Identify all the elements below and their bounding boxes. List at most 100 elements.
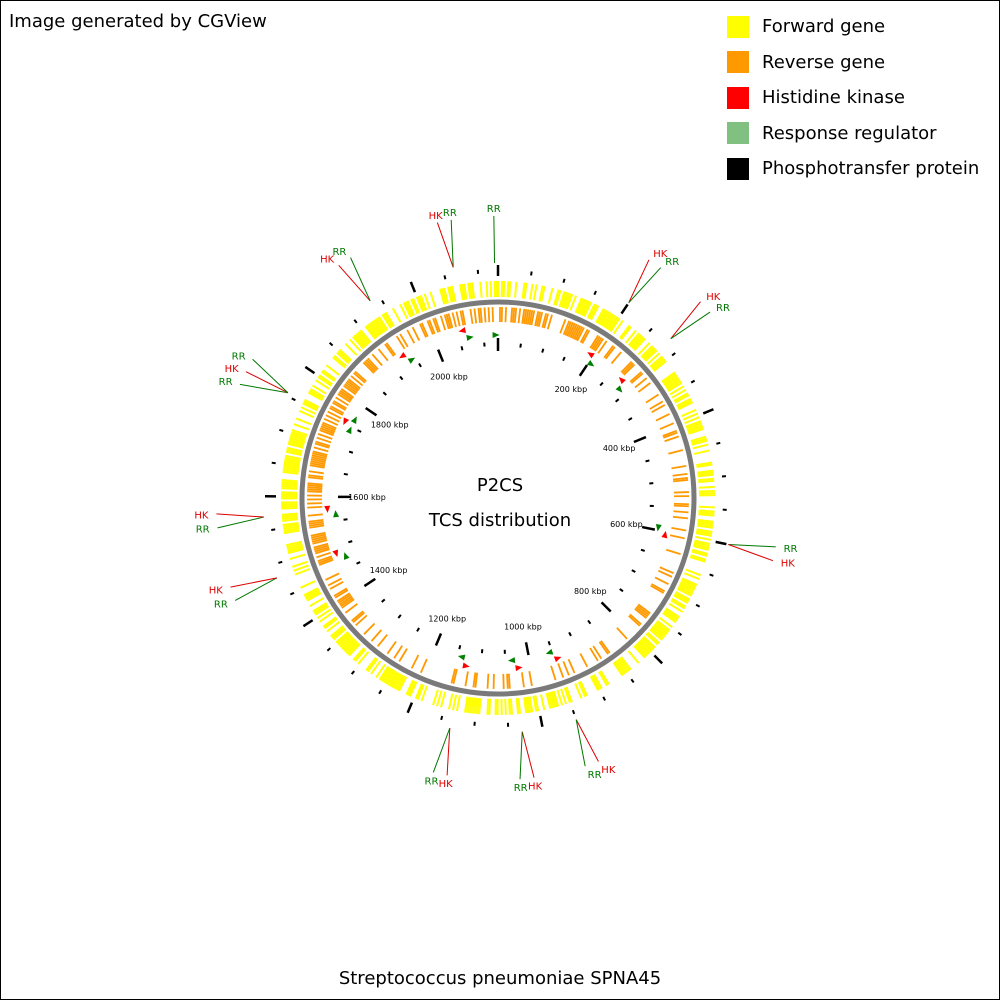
forward-gene-track bbox=[280, 280, 715, 716]
reverse-gene-mark bbox=[354, 370, 367, 382]
reverse-gene-mark bbox=[311, 454, 327, 460]
forward-gene-mark bbox=[609, 317, 621, 333]
forward-gene-mark bbox=[281, 505, 298, 508]
reverse-gene-mark bbox=[472, 672, 477, 688]
forward-gene-mark bbox=[370, 660, 382, 675]
forward-gene-mark bbox=[618, 657, 631, 672]
rr-callout-label: RR bbox=[232, 351, 246, 362]
reverse-gene-mark bbox=[345, 381, 359, 393]
reverse-gene-mark bbox=[347, 378, 361, 390]
backbone-ring bbox=[299, 299, 697, 697]
forward-gene-mark bbox=[306, 592, 322, 602]
forward-gene-mark bbox=[634, 643, 648, 657]
forward-gene-mark bbox=[673, 392, 689, 402]
rr-callout-label: RR bbox=[214, 599, 228, 610]
hk-marker bbox=[343, 417, 350, 425]
forward-gene-mark bbox=[521, 282, 526, 299]
outer-tick bbox=[328, 342, 334, 347]
forward-gene-mark bbox=[382, 667, 393, 683]
forward-gene-mark bbox=[356, 332, 369, 346]
rr-leader-line bbox=[217, 516, 264, 529]
reverse-gene-mark bbox=[610, 351, 622, 365]
hk-callout-label: HK bbox=[209, 586, 224, 597]
reverse-gene-mark bbox=[312, 450, 328, 456]
forward-gene-mark bbox=[698, 509, 715, 513]
forward-gene-mark bbox=[376, 317, 387, 332]
forward-gene-mark bbox=[319, 611, 334, 623]
forward-gene-mark bbox=[696, 528, 713, 533]
forward-gene-mark bbox=[528, 696, 534, 713]
forward-gene-mark bbox=[538, 285, 544, 302]
forward-gene-mark bbox=[281, 487, 298, 490]
forward-gene-mark bbox=[283, 527, 300, 533]
outer-tick bbox=[648, 327, 653, 333]
forward-gene-mark bbox=[485, 281, 489, 298]
reverse-gene-mark bbox=[534, 311, 540, 327]
forward-gene-mark bbox=[407, 680, 416, 696]
forward-gene-mark bbox=[385, 669, 396, 685]
inner-tick bbox=[627, 417, 633, 421]
legend: Forward gene Reverse gene Histidine kina… bbox=[727, 9, 979, 187]
reverse-gene-mark bbox=[399, 333, 409, 348]
outer-tick bbox=[702, 408, 714, 415]
hk-callout-label: HK bbox=[601, 765, 616, 776]
forward-gene-mark bbox=[372, 319, 384, 334]
forward-gene-mark bbox=[406, 300, 415, 316]
forward-gene-mark bbox=[283, 460, 300, 466]
reverse-gene-mark bbox=[335, 396, 349, 407]
rr-marker bbox=[466, 335, 474, 341]
reverse-gene-mark bbox=[321, 423, 336, 432]
reverse-gene-mark bbox=[350, 375, 364, 387]
forward-gene-mark bbox=[281, 483, 298, 487]
forward-gene-mark bbox=[589, 675, 600, 691]
reverse-gene-mark bbox=[307, 488, 323, 491]
forward-gene-mark bbox=[526, 696, 532, 713]
outer-tick bbox=[562, 278, 566, 284]
forward-gene-mark bbox=[556, 689, 564, 706]
outer-tick bbox=[409, 281, 417, 293]
hk-callout-label: HK bbox=[653, 249, 668, 260]
reverse-gene-mark bbox=[371, 353, 383, 367]
forward-gene-mark bbox=[320, 370, 336, 382]
reverse-gene-mark bbox=[307, 486, 323, 490]
forward-gene-mark bbox=[642, 635, 656, 649]
reverse-gene-mark bbox=[311, 535, 327, 541]
reverse-gene-mark bbox=[673, 510, 689, 514]
reverse-gene-mark bbox=[569, 323, 578, 339]
forward-gene-mark bbox=[315, 379, 330, 390]
hk-leader-line bbox=[628, 259, 650, 303]
forward-gene-mark bbox=[284, 456, 301, 462]
reverse-gene-mark bbox=[344, 383, 358, 394]
forward-gene-mark bbox=[380, 666, 391, 682]
forward-gene-mark bbox=[281, 479, 298, 483]
reverse-gene-mark bbox=[594, 338, 605, 352]
forward-gene-mark bbox=[331, 626, 345, 639]
reverse-gene-mark bbox=[603, 345, 614, 359]
hk-marker bbox=[618, 377, 626, 385]
hk-leader-line bbox=[230, 577, 278, 588]
forward-gene-mark bbox=[281, 512, 298, 516]
reverse-gene-mark bbox=[411, 326, 421, 341]
reverse-gene-mark bbox=[623, 363, 636, 376]
hk-marker bbox=[399, 352, 407, 359]
forward-gene-mark bbox=[647, 352, 661, 365]
reverse-gene-mark bbox=[589, 334, 599, 349]
forward-gene-mark bbox=[364, 325, 376, 340]
rr-callout-label: RR bbox=[514, 783, 528, 794]
reverse-gene-mark bbox=[386, 640, 397, 655]
reverse-gene-mark bbox=[308, 476, 324, 480]
hk-callout-label: HK bbox=[439, 779, 454, 790]
forward-gene-mark bbox=[636, 642, 649, 656]
hk-callout-label: HK bbox=[429, 211, 444, 222]
forward-gene-mark bbox=[317, 375, 332, 387]
forward-gene-mark bbox=[690, 554, 707, 561]
forward-gene-mark bbox=[579, 299, 589, 316]
forward-gene-mark bbox=[685, 568, 702, 577]
forward-gene-mark bbox=[696, 530, 713, 535]
forward-gene-mark bbox=[304, 588, 320, 598]
reverse-gene-mark bbox=[310, 460, 326, 465]
forward-gene-mark bbox=[601, 312, 612, 327]
forward-gene-mark bbox=[532, 695, 538, 712]
forward-gene-mark bbox=[322, 369, 337, 381]
forward-gene-mark bbox=[283, 464, 300, 470]
